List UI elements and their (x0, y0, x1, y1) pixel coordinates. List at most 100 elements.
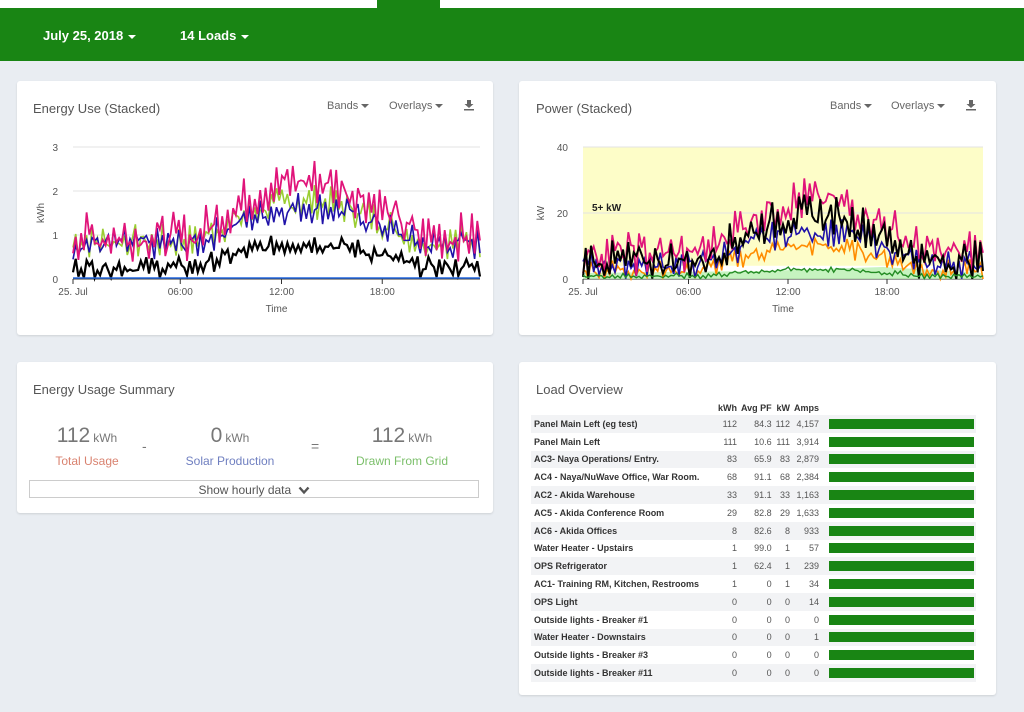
chevron-down-icon (864, 104, 873, 109)
load-amps: 57 (809, 543, 820, 554)
table-row[interactable]: Panel Main Left 111 10.6 111 3,914 (531, 433, 976, 451)
load-amps: 34 (809, 579, 820, 590)
load-bar (829, 507, 975, 518)
chevron-down-icon (435, 104, 444, 109)
load-bar-cell (821, 504, 976, 522)
load-bar-cell (821, 646, 976, 664)
date-dropdown[interactable]: July 25, 2018 (43, 28, 137, 43)
bands-dropdown[interactable]: Bands (830, 100, 873, 112)
table-row[interactable]: AC4 - Naya/NuWave Office, War Room. 68 91.… (531, 468, 976, 486)
loads-dropdown[interactable]: 14 Loads (180, 28, 250, 43)
load-name: AC5 - Akida Conference Room (534, 507, 665, 518)
load-bar-cell (821, 592, 977, 611)
header-amps: Amps (794, 403, 820, 413)
y-tick-label: 3 (52, 143, 58, 154)
load-amps: 239 (792, 557, 822, 576)
x-tick-label: 25. Jul (568, 287, 597, 298)
x-tick-label: 25. Jul (58, 287, 87, 298)
load-avg-pf: 62.4 (739, 557, 774, 576)
power-band-label: 5+ kW (592, 203, 622, 214)
x-tick-label: 12:00 (269, 287, 294, 298)
load-name: Water Heater - Downstairs (531, 628, 716, 647)
loads-dropdown-label: 14 Loads (180, 28, 237, 43)
load-name: AC3- Naya Operations/ Entry. (531, 450, 716, 469)
load-name: Panel Main Left (534, 436, 601, 447)
total-usage-label: Total Usage (55, 454, 119, 468)
table-row[interactable]: OPS Refrigerator 1 62.4 1 239 (531, 557, 977, 576)
table-row[interactable]: AC5 - Akida Conference Room 29 82.8 29 1,633 (531, 504, 976, 522)
load-avg-pf: 0 (766, 579, 772, 590)
load-kwh: 0 (716, 592, 739, 611)
overlays-dropdown[interactable]: Overlays (389, 100, 444, 112)
total-usage-value: 112 (56, 424, 91, 447)
load-avg-pf: 82.8 (754, 507, 772, 518)
header-kwh: kWh (718, 403, 737, 413)
load-kw: 0 (773, 664, 793, 682)
load-amps: 1 (792, 628, 822, 647)
bands-dropdown[interactable]: Bands (327, 100, 370, 112)
show-hourly-button[interactable]: Show hourly data (29, 480, 479, 498)
table-row[interactable]: Outside lights - Breaker #3 0 0 0 0 (531, 646, 976, 664)
table-row[interactable]: OPS Light 0 0 0 14 (531, 592, 977, 611)
table-row[interactable]: Water Heater - Downstairs 0 0 0 1 (531, 628, 977, 647)
load-kw: 112 (773, 415, 793, 433)
x-tick-label: 18:00 (874, 287, 899, 298)
table-row[interactable]: AC2 - Akida Warehouse 33 91.1 33 1,163 (531, 486, 977, 504)
load-overview-title: Load Overview (536, 382, 623, 397)
load-kwh: 0 (716, 664, 739, 682)
load-kwh: 8 (716, 521, 739, 540)
x-tick-label: 18:00 (370, 287, 395, 298)
drawn-from-grid-block: 112 kWh Drawn From Grid (327, 424, 477, 468)
load-kw: 33 (773, 486, 793, 504)
load-kw: 1 (785, 543, 791, 554)
drawn-from-grid-unit: kWh (408, 431, 433, 445)
load-name: AC4 - Naya/NuWave Office, War Room. (534, 472, 700, 483)
load-bar (829, 561, 975, 572)
table-row[interactable]: Outside lights - Breaker #11 0 0 0 0 (531, 664, 977, 682)
total-usage-block: 112 kWh Total Usage (12, 424, 162, 468)
table-row[interactable]: Panel Main Left (eg test) 112 84.3 112 4,157 (531, 415, 977, 433)
load-amps: 1,163 (792, 486, 822, 504)
table-row[interactable]: AC6 - Akida Offices 8 82.6 8 933 (531, 521, 977, 540)
solar-production-value: 0 (210, 424, 223, 447)
header-avg-pf: Avg PF (741, 403, 772, 413)
drawn-from-grid-label: Drawn From Grid (355, 454, 448, 468)
load-name: AC2 - Akida Warehouse (531, 486, 716, 504)
power-series-line (582, 178, 984, 277)
load-bar-cell (821, 450, 977, 469)
table-row[interactable]: AC1- Training RM, Kitchen, Restrooms 1 0 1 3… (531, 575, 976, 593)
table-row[interactable]: Water Heater - Upstairs 1 99.0 1 57 (531, 540, 976, 558)
load-bar-cell (821, 557, 977, 576)
load-bar (829, 668, 975, 679)
load-amps: 2,384 (796, 472, 820, 483)
load-name: AC6 - Akida Offices (531, 521, 716, 540)
overlays-dropdown[interactable]: Overlays (891, 100, 946, 112)
load-bar (829, 579, 975, 590)
load-bar (829, 436, 975, 447)
y-tick-label: 0 (52, 275, 58, 286)
load-bar (829, 454, 975, 465)
download-icon[interactable] (965, 99, 977, 111)
table-row[interactable]: AC3- Naya Operations/ Entry. 83 65.9 83 2,87… (531, 450, 977, 469)
download-icon[interactable] (463, 99, 475, 111)
load-bar-cell (821, 468, 976, 486)
energy-use-card: Energy Use (Stacked) Bands Overlays 0 1 2 3… (17, 81, 493, 335)
load-kw: 1 (773, 557, 793, 576)
load-bar-cell (821, 575, 976, 593)
top-border-right (440, 0, 1024, 8)
x-axis-label: Time (772, 304, 794, 315)
load-avg-pf: 0 (739, 592, 774, 611)
load-kw: 68 (780, 472, 791, 483)
load-amps: 933 (792, 521, 822, 540)
load-kw: 111 (776, 436, 791, 447)
y-axis-label: kW (536, 205, 547, 220)
load-amps: 4,157 (792, 415, 822, 433)
load-bar (829, 596, 975, 607)
load-kwh: 33 (716, 486, 739, 504)
load-avg-pf: 91.1 (754, 472, 772, 483)
load-amps: 0 (792, 664, 822, 682)
power-title: Power (Stacked) (536, 101, 633, 116)
y-tick-label: 20 (557, 209, 569, 220)
table-row[interactable]: Outside lights - Breaker #1 0 0 0 0 (531, 611, 976, 629)
load-overview-card: Load Overview kWh Avg PF kW Amps Panel M… (519, 362, 996, 695)
